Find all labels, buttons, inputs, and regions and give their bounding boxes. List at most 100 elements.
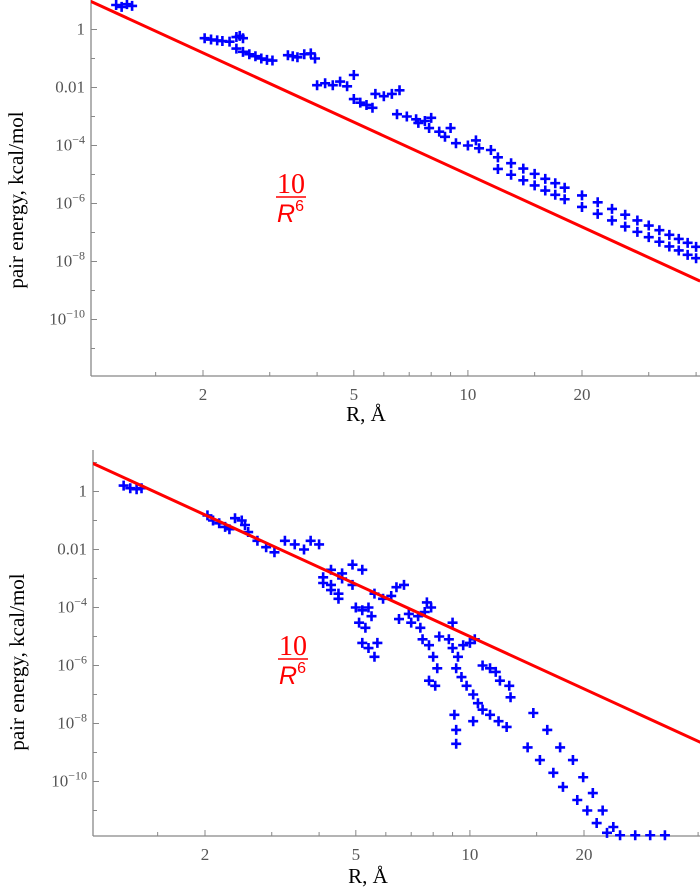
data-point [428,651,439,662]
data-point [450,138,461,149]
data-point [279,535,290,546]
data-point [361,99,372,110]
data-point [470,135,481,146]
data-point [413,117,424,128]
data-point [401,111,412,122]
chart-top-pair-energy: pair energy, kcal/mol R, Å 10 R6 1 0.01 10… [4,0,700,426]
tick-base: 0.01 [55,78,85,97]
reference-line-label: 10 R6 [276,169,306,228]
data-point [392,109,403,120]
data-point [347,559,358,570]
tick-base: 10 [55,194,72,213]
data-point [559,194,570,205]
data-point [419,115,430,126]
data-point [348,94,359,105]
label-denominator: R6 [279,660,306,690]
data-point [447,643,458,654]
data-point [474,143,485,154]
tick-exponent: −10 [66,307,85,321]
x-tick-label: 10 [459,385,476,404]
data-point [424,640,435,651]
data-point [310,53,321,64]
data-point [363,643,374,654]
data-point [333,593,344,604]
data-point [439,131,450,142]
data-point [567,755,578,766]
reference-line-10-over-R6 [93,461,700,744]
data-points [111,0,700,264]
data-point [522,742,533,753]
data-point [292,52,303,63]
data-point [664,229,675,240]
data-point [357,605,368,616]
tick-exponent: −10 [68,769,87,783]
data-point [430,680,441,691]
data-point [505,692,516,703]
data-point [335,76,346,87]
data-point [664,241,675,252]
data-point [493,716,504,727]
label-denominator-R: R [277,200,295,228]
x-axis-title: R, Å [346,402,387,426]
data-point [111,0,122,10]
data-point [490,666,501,677]
data-point [121,0,132,10]
data-point [528,708,539,719]
tick-exponent: −8 [74,711,87,725]
data-point [477,660,488,671]
data-point [458,640,469,651]
data-point [654,225,665,236]
y-tick-label: 10−6 [57,653,87,675]
data-point [572,795,583,806]
tick-base: 10 [51,772,68,791]
data-point [643,232,654,243]
data-point [449,709,460,720]
data-point [451,724,462,735]
data-point [394,85,405,96]
data-point [529,168,540,179]
data-point [434,631,445,642]
x-tick-label: 20 [574,385,591,404]
data-point [548,767,559,778]
data-point [350,602,361,613]
x-tick-label: 10 [461,845,478,864]
data-point [391,582,402,593]
label-numerator: 10 [279,631,307,662]
data-point [447,617,458,628]
y-tick-label: 10−10 [49,307,85,329]
data-point [607,203,618,214]
y-tick-label: 10−10 [51,769,87,791]
data-point [224,36,235,47]
data-point [654,236,665,247]
data-point [244,49,255,60]
data-point [432,663,443,674]
data-point [550,178,561,189]
data-point [550,189,561,200]
data-point [443,634,454,645]
data-point [518,163,529,174]
chart-bottom-pair-energy: pair energy, kcal/mol R, Å 10 R6 1 0.01 10… [5,449,700,888]
data-point [492,163,503,174]
y-tick-label: 1 [79,482,88,501]
data-point [116,1,127,12]
data-point [620,221,631,232]
data-point [234,30,245,41]
tick-exponent: −4 [72,133,85,147]
data-point [305,535,316,546]
label-denominator: R6 [277,198,304,228]
label-exponent: 6 [297,660,306,677]
data-point [451,738,462,749]
y-tick-label: 1 [77,20,86,39]
data-point [691,241,700,252]
data-point [630,830,641,841]
reference-line-label: 10 R6 [278,631,308,690]
data-point [305,48,316,59]
data-point [118,480,129,491]
data-point [417,634,428,645]
data-point [645,830,656,841]
data-point [577,190,587,201]
data-point [230,513,241,524]
data-point [456,672,467,683]
x-tick-label: 5 [350,385,359,404]
data-point [494,675,505,686]
